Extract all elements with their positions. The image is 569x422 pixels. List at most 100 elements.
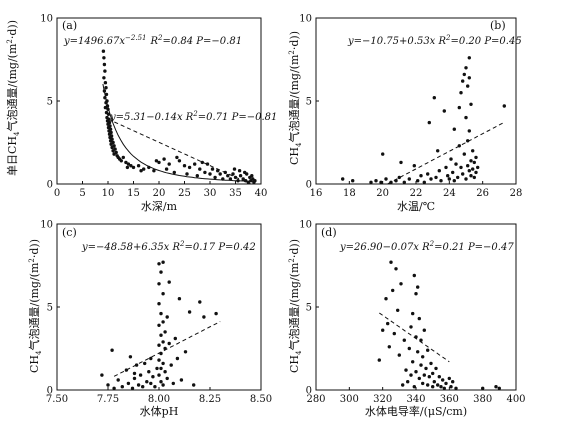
data-point-c bbox=[161, 361, 165, 366]
data-point-c bbox=[126, 381, 131, 386]
data-point-b bbox=[467, 76, 471, 80]
panel-c: CH4气泡通量/(mg/(m2·d)) 7.50 7.75 8.00 8.25 8.50… bbox=[27, 220, 272, 419]
data-point-c bbox=[159, 351, 163, 356]
ytick-label-a: 0 bbox=[47, 180, 53, 191]
data-point-a bbox=[147, 165, 151, 170]
data-point-d bbox=[422, 373, 426, 377]
data-point-b bbox=[369, 180, 373, 184]
data-point-b bbox=[466, 84, 470, 88]
data-point-c bbox=[112, 386, 116, 390]
ytick-label-a: 5 bbox=[47, 97, 53, 108]
ytick-label-b: 0 bbox=[306, 180, 312, 191]
data-point-b bbox=[432, 96, 436, 100]
data-point-d bbox=[439, 385, 443, 389]
data-point-d bbox=[442, 386, 446, 390]
data-point-a bbox=[167, 162, 171, 166]
data-point-b bbox=[351, 179, 355, 183]
data-point-a bbox=[131, 165, 136, 170]
data-point-b bbox=[442, 109, 446, 113]
xlabel-c: 水体pH bbox=[140, 404, 179, 418]
data-point-d bbox=[432, 380, 436, 384]
data-point-a bbox=[112, 152, 116, 156]
data-point-c bbox=[161, 320, 165, 324]
data-point-c bbox=[214, 311, 218, 316]
data-point-c bbox=[163, 370, 167, 374]
data-point-a bbox=[213, 175, 217, 180]
data-point-c bbox=[157, 262, 161, 266]
data-point-a bbox=[110, 145, 114, 150]
data-point-b bbox=[446, 174, 450, 178]
data-point-d bbox=[449, 385, 453, 389]
data-point-a bbox=[102, 89, 107, 93]
points-a bbox=[101, 49, 257, 184]
data-point-b bbox=[407, 177, 411, 181]
data-point-a bbox=[226, 174, 230, 178]
data-point-b bbox=[379, 180, 383, 184]
ytick-label-c: 10 bbox=[40, 220, 53, 231]
xtick-label-b: 18 bbox=[343, 188, 356, 199]
data-point-c bbox=[161, 340, 165, 344]
data-point-a bbox=[102, 62, 107, 67]
data-point-c bbox=[159, 366, 163, 371]
data-point-d bbox=[447, 376, 451, 381]
data-point-a bbox=[102, 76, 106, 80]
panel-a: 单日CH4气泡通量/(mg/(m2·d)) 0 5 10 15 20 25 30 35 40 0… bbox=[5, 14, 277, 214]
data-point-d bbox=[414, 370, 418, 374]
data-point-b bbox=[427, 120, 431, 125]
data-point-c bbox=[157, 282, 161, 286]
xtick-label-d: 300 bbox=[340, 394, 359, 405]
data-point-d bbox=[426, 383, 430, 387]
xticks-a: 0 5 10 15 20 25 30 35 40 bbox=[54, 181, 267, 199]
data-point-c bbox=[183, 350, 188, 354]
data-point-c bbox=[157, 323, 161, 327]
data-point-b bbox=[452, 127, 456, 131]
data-point-d bbox=[421, 381, 425, 386]
data-point-a bbox=[187, 165, 192, 170]
ylabel-d: CH4气泡通量/(mg/(m2·d)) bbox=[287, 239, 303, 373]
data-point-b bbox=[476, 165, 480, 170]
data-point-a bbox=[103, 96, 107, 100]
data-point-d bbox=[411, 360, 415, 364]
ylabel-c: CH4气泡通量/(mg/(m2·d)) bbox=[27, 239, 43, 373]
equation-c: y=−48.58+6.35x R2=0.17 P=0.42 bbox=[81, 240, 256, 253]
data-point-b bbox=[469, 159, 473, 163]
data-point-d bbox=[414, 335, 418, 339]
data-point-c bbox=[138, 373, 143, 377]
equation-a1: y=1496.67x−2.51 R2=0.84 P=−0.81 bbox=[63, 34, 242, 47]
data-point-a bbox=[223, 170, 227, 175]
data-point-d bbox=[431, 385, 435, 389]
data-point-a bbox=[109, 142, 113, 146]
data-point-c bbox=[124, 368, 129, 372]
data-point-a bbox=[236, 179, 240, 183]
xtick-label-a: 5 bbox=[79, 188, 85, 199]
data-point-b bbox=[502, 104, 506, 108]
data-point-b bbox=[467, 129, 471, 133]
data-point-b bbox=[456, 175, 460, 180]
data-point-a bbox=[142, 167, 146, 171]
data-point-a bbox=[103, 69, 107, 73]
data-point-a bbox=[241, 177, 245, 181]
data-point-a bbox=[250, 174, 254, 178]
data-point-b bbox=[422, 180, 426, 184]
ytick-label-d: 0 bbox=[306, 386, 312, 397]
xtick-label-d: 280 bbox=[306, 394, 325, 405]
ylabel-a: 单日CH4气泡通量/(mg/(m2·d)) bbox=[5, 20, 21, 176]
xtick-label-c: 8.00 bbox=[148, 394, 170, 405]
xtick-label-b: 22 bbox=[410, 188, 423, 199]
data-point-a bbox=[106, 112, 111, 117]
data-point-b bbox=[457, 105, 461, 110]
data-point-a bbox=[121, 155, 126, 160]
ytick-label-b: 10 bbox=[299, 14, 312, 25]
xtick-label-c: 7.75 bbox=[97, 394, 119, 405]
data-point-d bbox=[441, 378, 445, 382]
xtick-label-d: 320 bbox=[373, 394, 392, 405]
data-point-a bbox=[205, 162, 210, 166]
xtick-label-a: 35 bbox=[229, 188, 242, 199]
ytick-label-d: 10 bbox=[299, 220, 312, 231]
fits-d bbox=[379, 312, 450, 363]
data-point-a bbox=[175, 155, 179, 160]
ytick-label-c: 5 bbox=[47, 303, 53, 314]
data-point-b bbox=[466, 139, 470, 143]
data-point-d bbox=[431, 371, 435, 376]
data-point-d bbox=[426, 348, 430, 352]
